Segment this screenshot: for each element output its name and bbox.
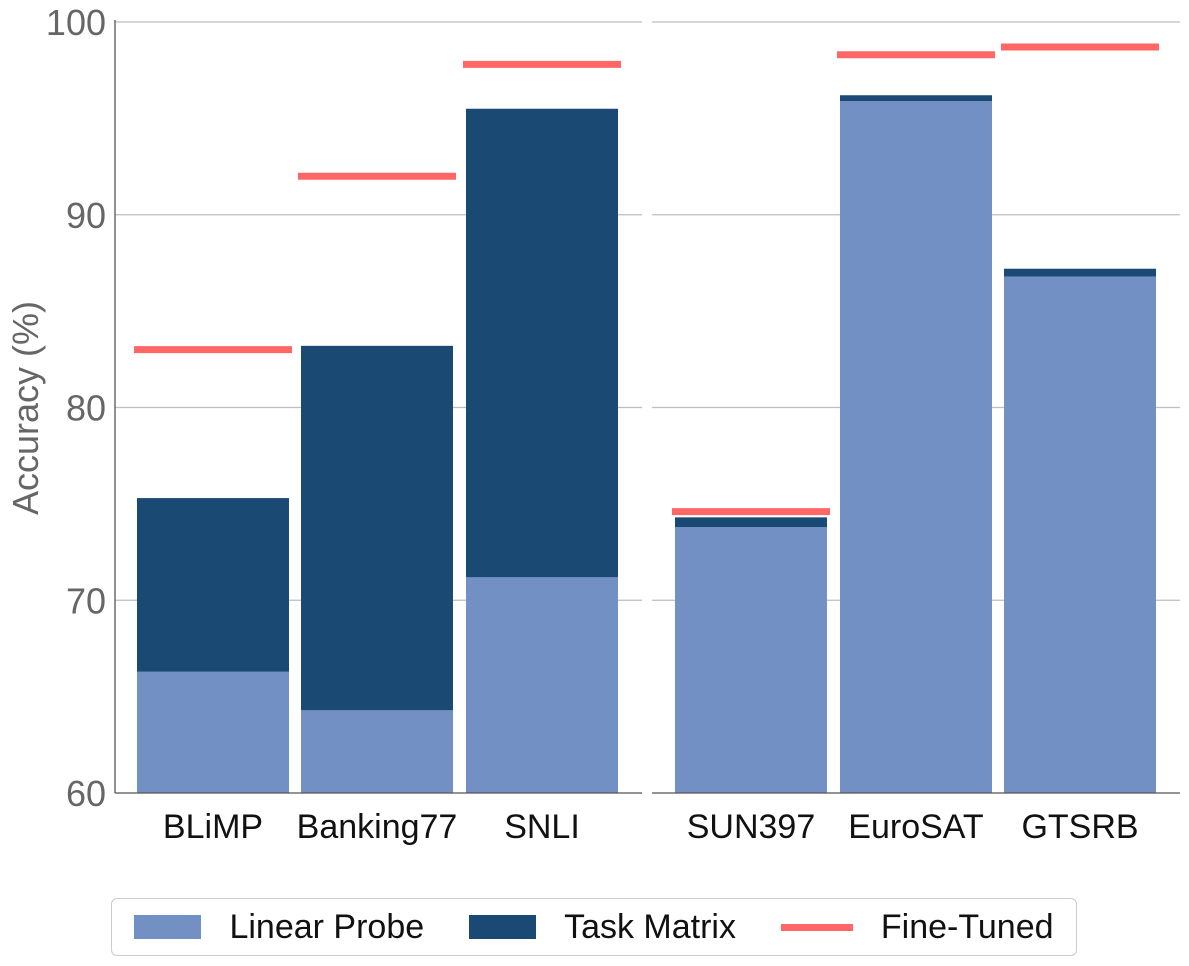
axes-group <box>114 20 1180 794</box>
y-tick-label: 80 <box>66 388 106 429</box>
y-tick-labels: 60 70 80 90 100 <box>46 2 106 814</box>
task-matrix-swatch <box>469 915 537 939</box>
legend-item-linear-probe: Linear Probe <box>134 908 424 947</box>
legend-item-fine-tuned: Fine-Tuned <box>780 907 1054 947</box>
bars-group <box>137 95 1156 794</box>
y-tick-label: 90 <box>66 195 106 236</box>
y-tick-label: 60 <box>66 773 106 814</box>
legend: Linear Probe Task Matrix Fine-Tuned <box>111 898 1077 956</box>
x-tick-label: EuroSAT <box>848 808 983 846</box>
x-tick-label: GTSRB <box>1021 808 1138 846</box>
x-category-labels: BLiMP Banking77 SNLI SUN397 EuroSAT GTSRB <box>163 808 1139 846</box>
linear-probe-bar <box>840 101 992 794</box>
x-tick-label: SNLI <box>504 808 580 846</box>
linear-probe-bar <box>137 671 289 793</box>
legend-label-linear-probe: Linear Probe <box>229 907 425 946</box>
y-tick-label: 70 <box>66 580 106 621</box>
linear-probe-bar <box>301 710 453 793</box>
x-tick-label: BLiMP <box>163 808 263 846</box>
y-tick-label: 100 <box>46 2 106 43</box>
chart-canvas: 60 70 80 90 100 BLiMP Banking77 SNLI SUN397 Euro… <box>5 2 1180 846</box>
x-tick-label: Banking77 <box>297 808 458 846</box>
fine-tuned-lines-group <box>134 43 1159 516</box>
y-axis-title: Accuracy (%) <box>5 301 46 515</box>
legend-item-task-matrix: Task Matrix <box>469 908 736 947</box>
linear-probe-bar <box>466 577 618 793</box>
legend-label-fine-tuned: Fine-Tuned <box>880 907 1054 946</box>
linear-probe-bar <box>675 527 827 793</box>
linear-probe-swatch <box>134 915 202 939</box>
fine-tuned-swatch <box>780 923 853 931</box>
legend-label-task-matrix: Task Matrix <box>564 907 736 946</box>
linear-probe-bar <box>1004 276 1156 793</box>
x-tick-label: SUN397 <box>687 808 816 846</box>
